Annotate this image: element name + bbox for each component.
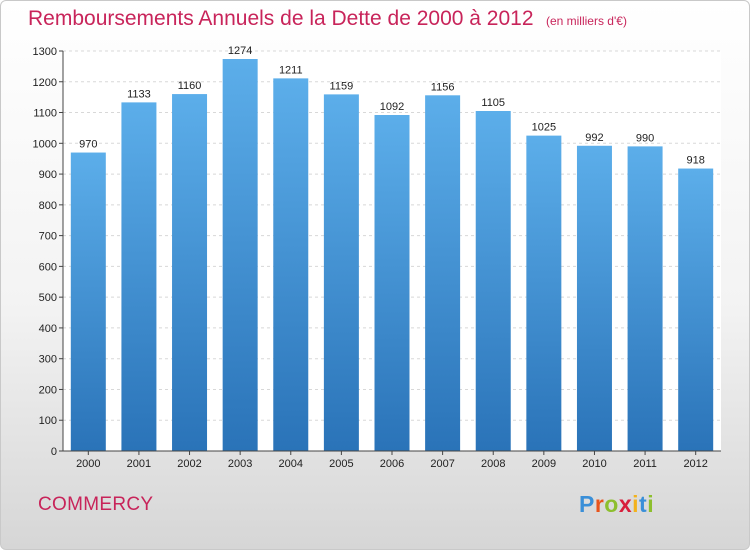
bar-2005 bbox=[323, 94, 359, 451]
bar-2009 bbox=[526, 135, 562, 451]
title-line: Remboursements Annuels de la Dette de 20… bbox=[28, 7, 627, 31]
logo-letter: r bbox=[594, 491, 605, 517]
y-axis: 0 100 200 300 400 500 600 700 800 900 1000 1100 1200… bbox=[33, 46, 63, 458]
value-label-2010: 992 bbox=[585, 132, 603, 144]
logo-letter: i bbox=[647, 491, 655, 517]
x-tick-label-2007: 2007 bbox=[430, 458, 454, 470]
bars: 970 1133 1160 1274 1211 1159 1092 1156 1105 1025 9… bbox=[70, 45, 714, 452]
x-tick-label-2010: 2010 bbox=[582, 458, 606, 470]
chart-subtitle: (en milliers d'€) bbox=[545, 14, 627, 28]
y-tick-label: 1100 bbox=[33, 108, 57, 120]
y-tick-label: 1300 bbox=[33, 46, 57, 58]
x-tick-label-2012: 2012 bbox=[683, 458, 707, 470]
logo-letter: i bbox=[632, 491, 640, 517]
value-label-2000: 970 bbox=[79, 139, 97, 151]
value-label-2011: 990 bbox=[636, 132, 654, 144]
y-tick-label: 400 bbox=[39, 323, 57, 335]
y-tick-label: 0 bbox=[51, 446, 57, 458]
logo-letter: P bbox=[579, 491, 595, 517]
bar-2002 bbox=[172, 94, 208, 452]
value-label-2005: 1159 bbox=[330, 80, 354, 92]
logo-letter: x bbox=[618, 491, 633, 517]
value-label-2001: 1133 bbox=[127, 88, 151, 100]
x-axis: 2000 2001 2002 2003 2004 2005 2006 2007 2008 2009… bbox=[76, 451, 708, 470]
y-tick-label: 600 bbox=[39, 261, 57, 273]
bar-2000 bbox=[70, 152, 106, 452]
value-label-2003: 1274 bbox=[228, 45, 252, 57]
x-tick-label-2002: 2002 bbox=[177, 458, 201, 470]
chart-title: Remboursements Annuels de la Dette de 20… bbox=[28, 7, 534, 30]
bar-2003 bbox=[222, 59, 258, 451]
x-tick-label-2000: 2000 bbox=[76, 458, 100, 470]
bar-2001 bbox=[121, 102, 157, 451]
value-label-2008: 1105 bbox=[481, 97, 505, 109]
y-tick-label: 900 bbox=[39, 169, 57, 181]
bar-2012 bbox=[678, 168, 714, 452]
x-tick-label-2004: 2004 bbox=[279, 458, 303, 470]
x-tick-label-2003: 2003 bbox=[228, 458, 252, 470]
city-name: COMMERCY bbox=[38, 494, 154, 515]
value-label-2009: 1025 bbox=[532, 122, 556, 134]
value-label-2006: 1092 bbox=[380, 101, 404, 113]
value-label-2002: 1160 bbox=[178, 80, 202, 92]
y-tick-label: 500 bbox=[39, 292, 57, 304]
y-tick-label: 200 bbox=[39, 384, 57, 396]
logo-letter: o bbox=[604, 491, 619, 517]
y-tick-label: 700 bbox=[39, 231, 57, 243]
value-label-2004: 1211 bbox=[279, 64, 303, 76]
x-tick-label-2006: 2006 bbox=[380, 458, 404, 470]
bar-2008 bbox=[475, 111, 511, 451]
bar-2004 bbox=[273, 78, 309, 451]
bar-2006 bbox=[374, 115, 410, 451]
y-tick-label: 300 bbox=[39, 354, 57, 366]
value-label-2012: 918 bbox=[687, 155, 705, 167]
y-tick-label: 1200 bbox=[33, 77, 57, 89]
x-tick-label-2001: 2001 bbox=[127, 458, 151, 470]
x-tick-label-2009: 2009 bbox=[532, 458, 556, 470]
proxiti-logo[interactable]: Proxiti bbox=[579, 491, 654, 518]
bar-2010 bbox=[576, 145, 612, 451]
value-label-2007: 1156 bbox=[431, 81, 455, 93]
bar-2011 bbox=[627, 146, 663, 451]
y-tick-label: 1000 bbox=[33, 138, 57, 150]
y-tick-label: 100 bbox=[39, 415, 57, 427]
x-tick-label-2005: 2005 bbox=[329, 458, 353, 470]
bar-2007 bbox=[425, 95, 461, 452]
logo-letter: t bbox=[639, 491, 648, 517]
x-tick-label-2011: 2011 bbox=[633, 458, 657, 470]
x-tick-label-2008: 2008 bbox=[481, 458, 505, 470]
y-tick-label: 800 bbox=[39, 200, 57, 212]
